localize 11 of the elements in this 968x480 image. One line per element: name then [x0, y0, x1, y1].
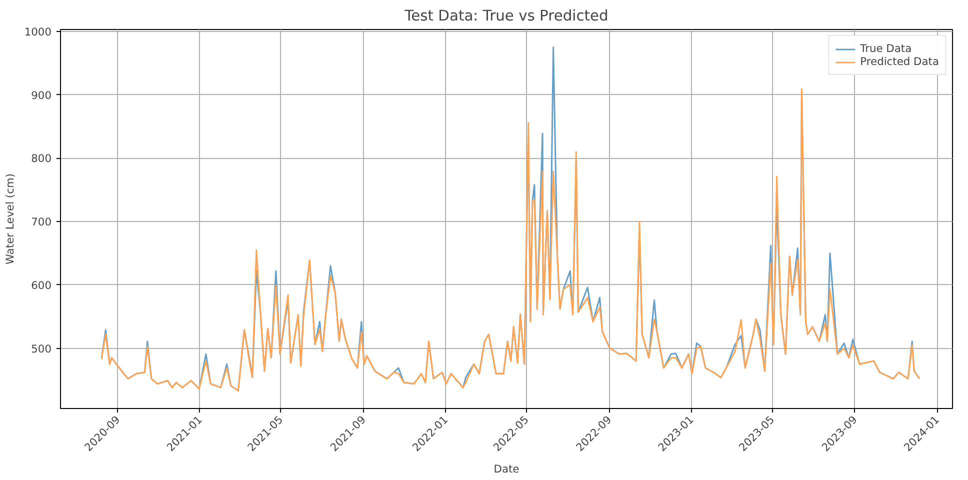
- y-tick-label: 700: [31, 216, 52, 229]
- y-axis-title: Water Level (cm): [3, 174, 16, 264]
- legend-label: Predicted Data: [860, 55, 939, 68]
- x-axis-title: Date: [494, 462, 520, 476]
- chart-title: Test Data: True vs Predicted: [404, 8, 608, 24]
- y-tick-label: 500: [31, 342, 52, 356]
- y-tick-label: 600: [31, 278, 52, 292]
- y-tick-label: 900: [31, 88, 52, 102]
- legend-label: True Data: [860, 42, 912, 55]
- y-tick-label: 800: [31, 152, 52, 166]
- y-tick-label: 1000: [24, 25, 52, 38]
